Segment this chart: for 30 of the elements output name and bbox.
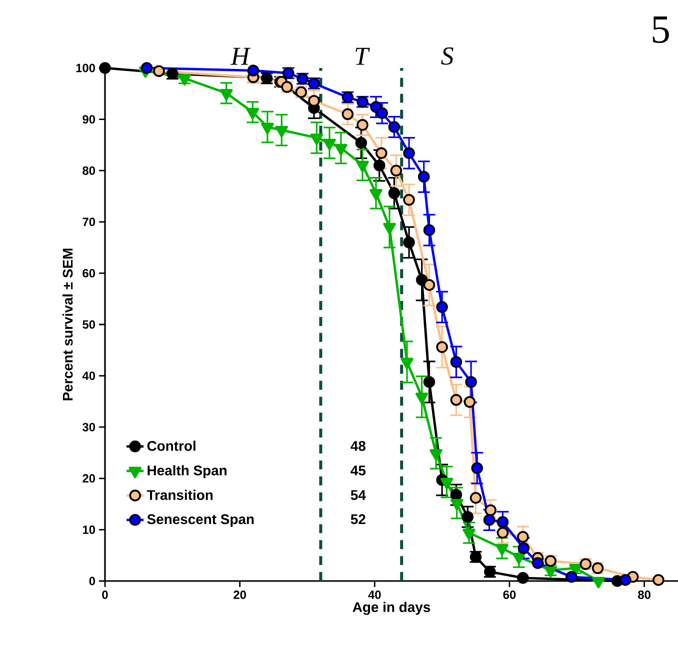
legend-label: Control	[147, 440, 196, 451]
x-tick-label: 0	[102, 590, 108, 599]
annotation: 48	[350, 440, 366, 451]
y-axis-title: Percent survival ± SEM	[62, 248, 73, 400]
y-tick-label: 90	[82, 115, 96, 124]
y-tick-label: 10	[82, 525, 96, 534]
x-tick-label: 20	[234, 590, 246, 599]
y-tick-label: 70	[82, 218, 96, 226]
annotation: 52	[350, 514, 366, 524]
y-tick-label: 50	[82, 320, 96, 329]
y-tick-label: 20	[82, 474, 96, 483]
text: H	[230, 48, 251, 65]
y-tick-label: 30	[82, 422, 96, 432]
legend-label: Transition	[146, 490, 213, 500]
annotation: 45	[350, 466, 366, 476]
x-tick-label: 60	[503, 590, 516, 599]
text: 5	[652, 16, 669, 43]
y-tick-label: 100	[76, 64, 96, 72]
text: S	[441, 47, 454, 65]
annotation: 54	[350, 490, 366, 500]
y-tick-label: 60	[82, 268, 96, 278]
legend-label: Health Span	[148, 465, 226, 478]
x-axis-title: Age in days	[352, 602, 430, 615]
text: T	[356, 48, 370, 65]
x-tick-label: 40	[368, 590, 381, 599]
y-tick-label: 0	[89, 576, 96, 586]
legend-label: Senescent Span	[147, 514, 254, 527]
y-tick-label: 40	[82, 372, 96, 380]
y-tick-label: 80	[82, 166, 96, 175]
x-tick-label: 80	[638, 590, 650, 599]
